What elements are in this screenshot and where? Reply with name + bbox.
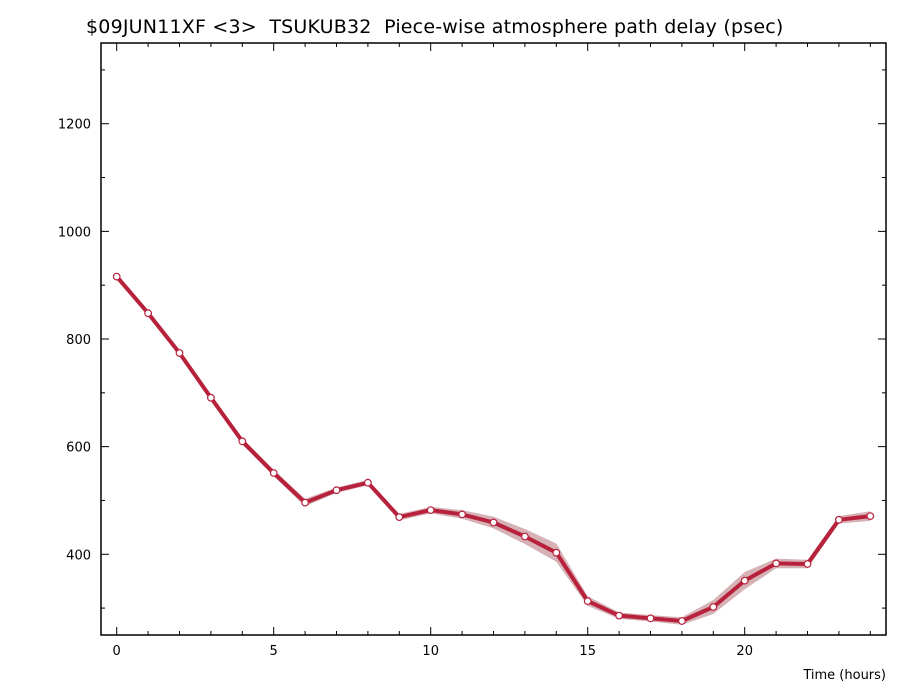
data-point: [144, 309, 153, 318]
data-point: [678, 617, 686, 625]
x-tick-label: 5: [270, 644, 278, 659]
data-point: [489, 518, 498, 527]
data-point: [458, 510, 467, 519]
data-point: [426, 506, 435, 515]
data-point: [269, 469, 278, 477]
x-axis-label: Time (hours): [802, 668, 886, 683]
x-tick-label: 0: [113, 644, 121, 659]
plot-frame: [100, 42, 887, 636]
data-point: [866, 512, 875, 520]
chart-title: $09JUN11XF <3> TSUKUB32 Piece-wise atmos…: [86, 16, 784, 38]
data-point: [552, 548, 561, 557]
data-point: [301, 498, 310, 507]
data-point: [395, 513, 404, 521]
data-point: [803, 560, 812, 568]
data-point: [238, 437, 247, 446]
y-tick-label: 600: [66, 441, 91, 456]
y-tick-label: 400: [66, 548, 91, 563]
data-point: [835, 515, 843, 524]
axis-tick-layer: 0 5 10 15 20 400 600 800 1000 1200: [58, 43, 886, 659]
x-tick-label: 10: [422, 644, 439, 659]
x-tick-label: 15: [579, 644, 596, 659]
data-point: [175, 349, 184, 357]
data-marker-layer: [112, 272, 875, 625]
y-tick-label: 1000: [58, 225, 91, 240]
data-point: [364, 478, 372, 487]
y-tick-label: 800: [66, 333, 91, 348]
data-point: [206, 393, 215, 402]
y-tick-label: 1200: [58, 118, 91, 133]
data-point: [521, 532, 529, 541]
data-point: [709, 603, 718, 611]
data-point: [615, 611, 623, 620]
x-tick-label: 20: [736, 644, 753, 659]
data-point: [740, 576, 749, 585]
data-point: [772, 559, 780, 568]
data-point: [332, 486, 341, 495]
data-point: [583, 597, 592, 605]
data-point: [646, 614, 655, 623]
data-point: [112, 272, 121, 281]
